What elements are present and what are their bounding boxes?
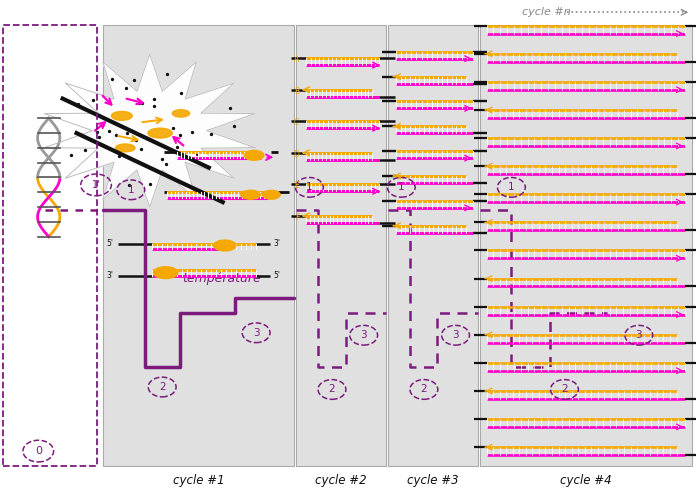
Text: 3: 3 [253,328,260,338]
Text: cycle #n: cycle #n [522,7,571,17]
Text: 1: 1 [127,185,134,195]
Bar [103,25,294,466]
Polygon shape [45,54,255,207]
Ellipse shape [111,111,132,120]
Text: 2: 2 [420,385,427,394]
Text: 1': 1' [92,180,100,190]
Text: 3: 3 [635,330,642,340]
Text: cycle #1: cycle #1 [173,474,225,487]
Ellipse shape [241,190,260,199]
Ellipse shape [116,144,135,152]
Ellipse shape [172,110,189,117]
Text: 1: 1 [508,182,515,192]
Text: 3: 3 [452,330,459,340]
Ellipse shape [214,240,236,251]
Text: D: D [294,150,299,159]
Text: 1: 1 [398,182,404,192]
Bar [3,25,97,466]
Ellipse shape [263,190,280,199]
Bar [480,25,692,466]
Text: F: F [295,213,299,222]
Text: cycle #3: cycle #3 [407,474,459,487]
Text: A: A [294,55,299,64]
Text: cycle #4: cycle #4 [560,474,612,487]
Text: 3': 3' [106,271,113,280]
Ellipse shape [153,267,178,279]
Text: 3': 3' [274,239,280,248]
Ellipse shape [244,150,264,160]
Text: 2: 2 [329,385,335,394]
Text: 2: 2 [561,385,568,394]
Text: 1: 1 [306,182,313,192]
Text: B: B [294,87,299,96]
Text: température: température [182,272,261,285]
Text: 0: 0 [35,446,42,456]
Text: 2: 2 [159,382,166,392]
Text: 5': 5' [106,239,113,248]
Bar [296,25,386,466]
Text: E: E [294,181,299,190]
Text: cycle #2: cycle #2 [315,474,367,487]
Ellipse shape [148,128,173,138]
Text: C: C [294,118,299,127]
Text: 3: 3 [361,330,367,340]
Bar [388,25,478,466]
Text: 5': 5' [274,271,280,280]
